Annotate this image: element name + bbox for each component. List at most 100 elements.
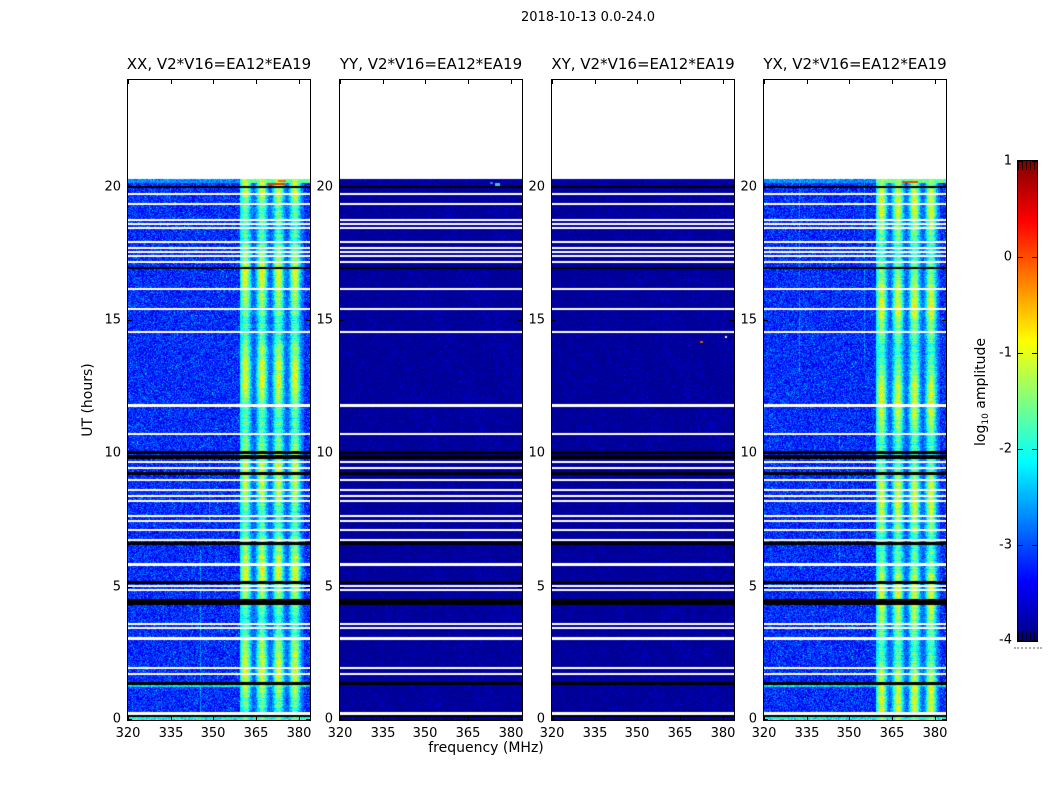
axis-tick: [764, 716, 765, 720]
axis-tick: [306, 320, 310, 321]
axis-tick: [942, 587, 946, 588]
axis-tick: [340, 187, 344, 188]
axis-tick: [1032, 449, 1037, 450]
axis-tick: [552, 320, 556, 321]
y-tick-label: 15: [528, 312, 545, 328]
axis-tick: [518, 187, 522, 188]
axis-tick: [306, 453, 310, 454]
axis-tick: [892, 80, 893, 84]
axis-tick: [730, 187, 734, 188]
colorbar-tick-label: -2: [999, 441, 1012, 457]
spectrogram-canvas-yx: [764, 80, 946, 720]
axis-tick: [518, 719, 522, 720]
y-tick-label: 0: [112, 711, 121, 727]
axis-tick: [299, 80, 300, 84]
axis-tick: [552, 187, 556, 188]
colorbar-extend-dots: [1014, 647, 1042, 649]
y-tick-label: 5: [748, 579, 757, 595]
axis-tick: [1018, 449, 1023, 450]
axis-tick: [468, 80, 469, 84]
panel-title-xx: XX, V2*V16=EA12*EA19: [126, 55, 312, 73]
axis-tick: [807, 80, 808, 84]
axis-tick: [518, 320, 522, 321]
axis-tick: [340, 453, 344, 454]
y-tick-label: 20: [316, 179, 333, 195]
axis-tick: [942, 719, 946, 720]
axis-tick: [213, 716, 214, 720]
axis-tick: [1018, 161, 1023, 162]
colorbar-tick-label: 1: [1003, 153, 1012, 169]
axis-tick: [1018, 545, 1023, 546]
y-tick-label: 10: [740, 445, 757, 461]
x-axis-label: frequency (MHz): [428, 740, 544, 756]
axis-tick: [256, 80, 257, 84]
colorbar: 1 0 -1 -2 -3 -4: [999, 154, 1038, 648]
panel-yx: YX, V2*V16=EA12*EA19 320 335 350 365 380 0 5 10…: [740, 55, 947, 741]
axis-tick: [730, 719, 734, 720]
x-tick-label: 380: [922, 726, 948, 741]
colorbar-label-prefix: log: [973, 424, 989, 446]
colorbar-tick-label: -3: [999, 537, 1012, 553]
axis-tick: [723, 716, 724, 720]
axis-tick: [892, 716, 893, 720]
axis-tick: [637, 716, 638, 720]
x-tick-label: 365: [243, 726, 269, 741]
axis-tick: [340, 719, 344, 720]
axis-tick: [383, 80, 384, 84]
colorbar-tick-label: -4: [999, 632, 1012, 648]
x-tick-label: 350: [200, 726, 226, 741]
axis-tick: [340, 320, 344, 321]
axis-tick: [552, 80, 553, 84]
axis-tick: [306, 719, 310, 720]
axis-tick: [764, 453, 768, 454]
axis-tick: [1018, 640, 1023, 641]
axis-tick: [171, 716, 172, 720]
axis-tick: [764, 719, 768, 720]
x-tick-label: 320: [539, 726, 565, 741]
axis-tick: [764, 80, 765, 84]
axis-tick: [552, 716, 553, 720]
panel-xy: XY, V2*V16=EA12*EA19 320 335 350 365 380 0 5 10…: [528, 55, 735, 741]
axis-tick: [552, 587, 556, 588]
axis-tick: [306, 187, 310, 188]
axis-tick: [425, 716, 426, 720]
axis-tick: [552, 719, 556, 720]
colorbar-tick-label: 0: [1003, 249, 1012, 265]
x-tick-label: 320: [327, 726, 353, 741]
x-tick-label: 365: [455, 726, 481, 741]
axis-tick: [680, 716, 681, 720]
axis-tick: [306, 587, 310, 588]
y-tick-label: 5: [324, 579, 333, 595]
x-tick-label: 335: [370, 726, 396, 741]
axis-tick: [511, 80, 512, 84]
axis-tick: [637, 80, 638, 84]
axis-tick: [213, 80, 214, 84]
x-tick-label: 350: [412, 726, 438, 741]
axis-tick: [764, 587, 768, 588]
axis-tick: [383, 716, 384, 720]
colorbar-hatch-bottom: [1018, 632, 1037, 641]
axis-tick: [552, 453, 556, 454]
axis-tick: [942, 453, 946, 454]
axis-tick: [1032, 353, 1037, 354]
axis-tick: [730, 453, 734, 454]
axis-tick: [1032, 640, 1037, 641]
axis-tick: [256, 716, 257, 720]
axis-tick: [299, 716, 300, 720]
axis-tick: [764, 187, 768, 188]
axis-tick: [935, 716, 936, 720]
axis-tick: [518, 587, 522, 588]
axis-tick: [128, 587, 132, 588]
axis-tick: [425, 80, 426, 84]
axis-tick: [128, 716, 129, 720]
panel-title-yy: YY, V2*V16=EA12*EA19: [339, 55, 523, 73]
axis-tick: [849, 80, 850, 84]
axis-tick: [849, 716, 850, 720]
axis-tick: [942, 187, 946, 188]
y-tick-label: 10: [104, 445, 121, 461]
axis-tick: [171, 80, 172, 84]
figure-title: 2018-10-13 0.0-24.0: [521, 10, 655, 25]
x-tick-label: 335: [582, 726, 608, 741]
axis-tick: [468, 716, 469, 720]
